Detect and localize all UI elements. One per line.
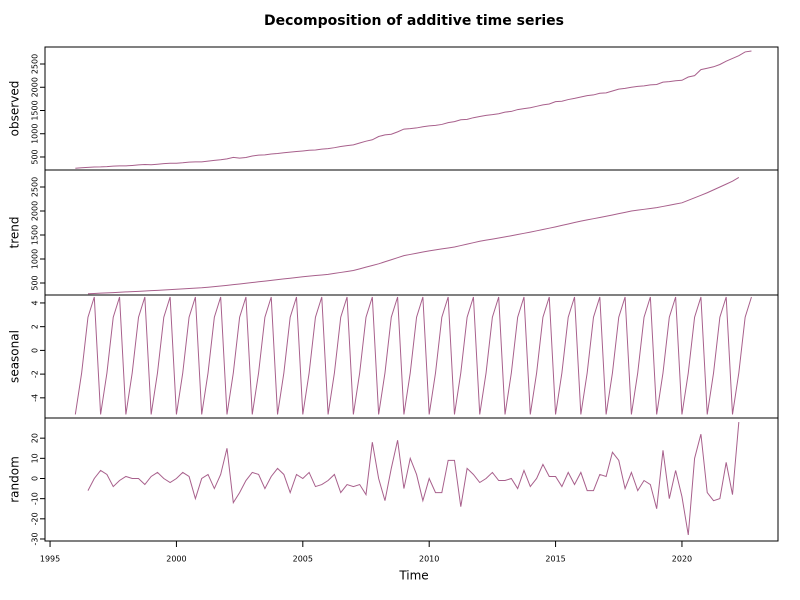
y-tick-label: 2500 (31, 54, 40, 74)
y-tick-label: -20 (31, 512, 40, 525)
panel-frame (44, 294, 779, 419)
y-tick-label: 4 (31, 300, 40, 305)
y-axis-label: seasonal (8, 330, 22, 383)
y-tick-label: 1000 (31, 249, 40, 269)
x-tick-label: 2005 (293, 555, 313, 564)
series-line (87, 421, 740, 536)
y-tick-label: 1000 (31, 124, 40, 144)
panel-frame (44, 169, 779, 296)
y-axis-label: observed (8, 81, 22, 137)
y-tick-label: -10 (31, 492, 40, 505)
y-tick-label: -30 (31, 532, 40, 545)
y-tick-label: 10 (31, 453, 40, 463)
x-tick-label: 2020 (672, 555, 692, 564)
y-tick-label: 1500 (31, 100, 40, 120)
y-tick-label: 2500 (31, 177, 40, 197)
y-axis-label: trend (8, 217, 22, 249)
y-tick-label: 0 (31, 348, 40, 353)
y-tick-label: 500 (31, 275, 40, 290)
x-tick-label: 2000 (166, 555, 186, 564)
y-axis-label: random (8, 456, 22, 503)
y-tick-label: 0 (31, 476, 40, 481)
y-tick-label: 2 (31, 324, 40, 329)
y-tick-label: 20 (31, 433, 40, 443)
series-line (87, 176, 740, 295)
x-tick-label: 1995 (40, 555, 60, 564)
series-line (74, 296, 752, 415)
y-tick-label: -2 (31, 370, 40, 378)
y-tick-label: 1500 (31, 225, 40, 245)
y-tick-label: -4 (31, 394, 40, 402)
y-tick-label: 2000 (31, 201, 40, 221)
x-axis-label: Time (398, 569, 428, 583)
y-tick-label: 500 (31, 149, 40, 164)
panel-frame (44, 417, 779, 542)
x-tick-label: 2010 (419, 555, 439, 564)
series-line (75, 50, 752, 169)
chart-title: Decomposition of additive time series (264, 13, 564, 29)
panel-frame (44, 46, 779, 171)
y-tick-label: 2000 (31, 77, 40, 97)
x-tick-label: 2015 (545, 555, 565, 564)
